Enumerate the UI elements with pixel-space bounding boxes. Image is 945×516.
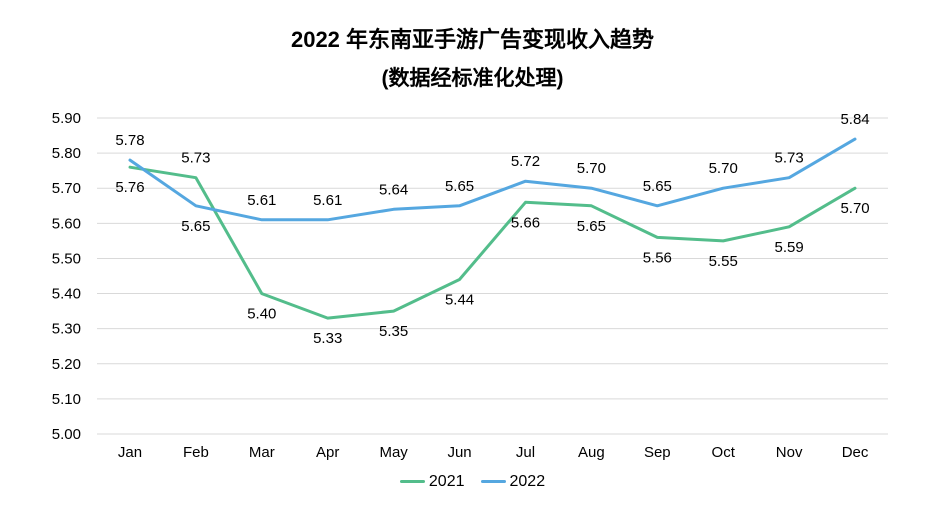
x-axis-tick-label: Jul [516,444,535,461]
data-label-2022: 5.61 [247,192,276,209]
series-line-2021 [128,165,857,320]
data-label-2021: 5.70 [840,200,869,217]
data-label-2022: 5.61 [313,192,342,209]
data-label-2022: 5.65 [445,178,474,195]
data-label-2021: 5.76 [115,179,144,196]
y-axis-tick-label: 5.50 [52,250,81,267]
y-axis-tick-label: 5.30 [52,321,81,338]
x-axis-tick-label: Mar [249,444,275,461]
data-label-2022: 5.70 [577,160,606,177]
x-axis-tick-label: May [379,444,408,461]
data-label-2022: 5.78 [115,132,144,149]
data-label-2021: 5.40 [247,306,276,323]
data-label-2021: 5.55 [709,253,738,270]
data-label-2021: 5.65 [577,218,606,235]
x-axis-tick-label: Jan [118,444,142,461]
data-label-2022: 5.64 [379,181,408,198]
legend-item-2022: 2022 [480,473,546,491]
data-label-2021: 5.73 [181,150,210,167]
x-axis-tick-label: Aug [578,444,605,461]
chart-title: 2022 年东南亚手游广告变现收入趋势 [290,27,655,52]
x-axis-tick-label: Sep [644,444,671,461]
y-axis-tick-label: 5.90 [52,110,81,127]
y-axis-tick-label: 5.20 [52,356,81,373]
data-label-2022: 5.65 [643,178,672,195]
x-axis-tick-label: Apr [316,444,339,461]
legend-swatch-2021 [399,480,425,484]
y-axis-tick-label: 5.10 [52,391,81,408]
x-axis-tick-label: Dec [842,444,869,461]
x-axis-tick-label: Jun [447,444,471,461]
y-axis-tick-label: 5.60 [52,215,81,232]
series-line-2022 [128,137,857,222]
x-axis-tick-label: Oct [712,444,736,461]
data-label-2022: 5.65 [181,218,210,235]
data-label-2022: 5.72 [511,153,540,170]
legend-item-2021: 2021 [399,473,465,491]
y-axis-tick-label: 5.00 [52,426,81,443]
data-label-2021: 5.44 [445,292,474,309]
data-label-2021: 5.33 [313,330,342,347]
y-axis-tick-label: 5.80 [52,145,81,162]
x-axis-tick-label: Feb [183,444,209,461]
y-axis-tick-label: 5.70 [52,180,81,197]
chart-subtitle: (数据经标准化处理) [381,67,564,90]
legend-swatch-2022 [480,480,506,484]
legend-label: 2022 [509,473,546,490]
x-axis-tick-label: Nov [776,444,803,461]
y-axis-tick-label: 5.40 [52,286,81,303]
data-label-2021: 5.56 [643,249,672,266]
data-label-2021: 5.66 [511,214,540,231]
data-label-2022: 5.70 [709,160,738,177]
data-label-2022: 5.73 [775,150,804,167]
data-label-2021: 5.59 [775,239,804,256]
data-label-2021: 5.35 [379,323,408,340]
legend-label: 2021 [428,473,465,490]
legend: 2021 2022 [0,473,945,491]
data-label-2022: 5.84 [840,111,869,128]
